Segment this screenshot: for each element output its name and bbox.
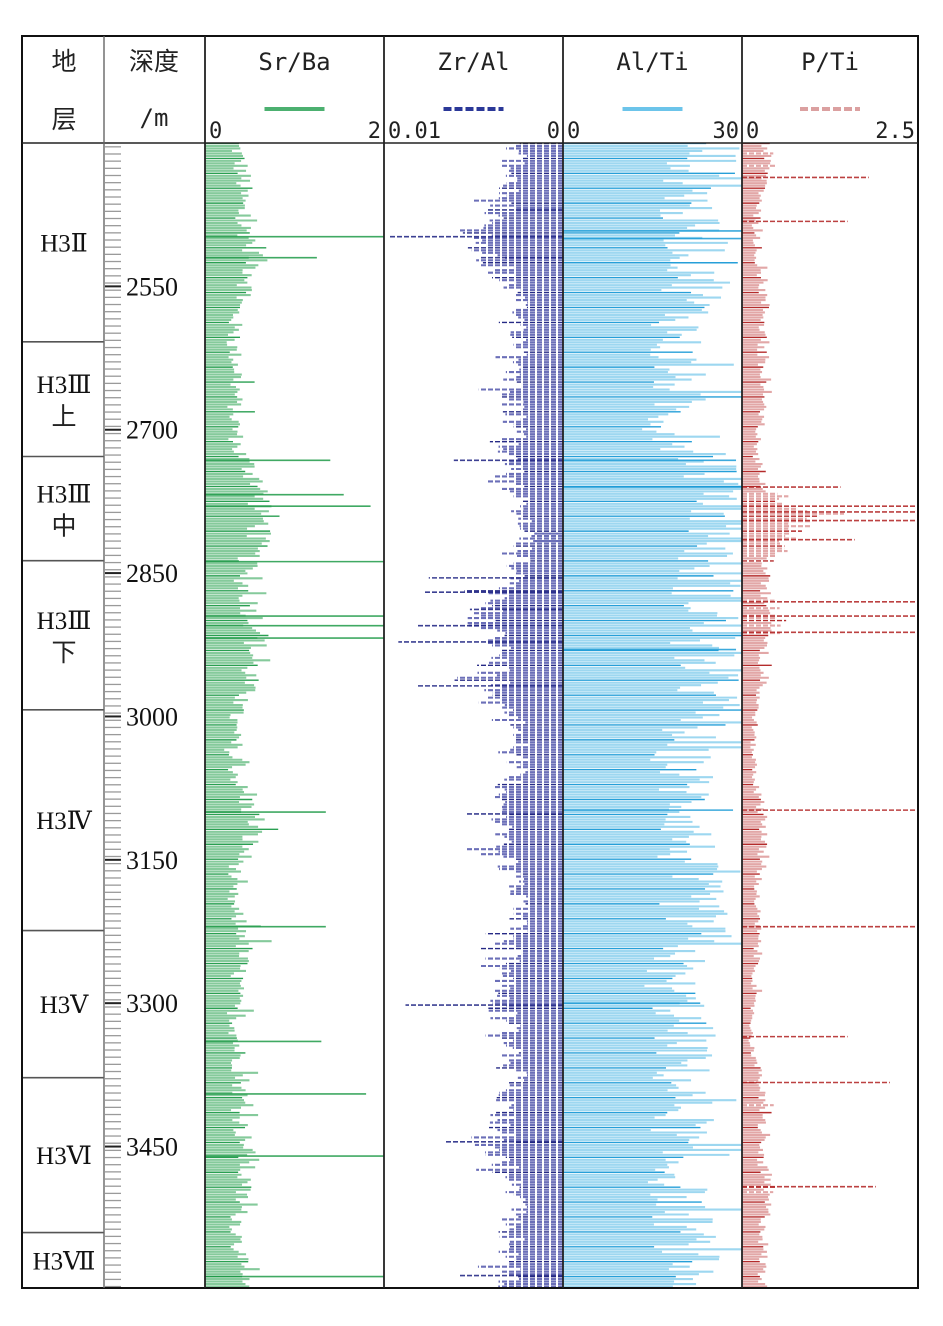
depth-tick-label: 3000 xyxy=(126,702,178,731)
track-title: Sr/Ba xyxy=(258,48,330,76)
track-min-label: 0.01 xyxy=(388,119,441,144)
depth-tick-label: 3450 xyxy=(126,1133,178,1162)
strata-name: H3Ⅲ xyxy=(37,482,92,509)
depth-tick-label: 3300 xyxy=(126,989,178,1018)
track-title: Zr/Al xyxy=(437,48,509,76)
strata-header-top: 地 xyxy=(51,47,76,76)
strata-header-bottom: 层 xyxy=(51,105,76,134)
strata-name: H3Ⅲ xyxy=(37,372,92,399)
depth-header-unit: /m xyxy=(140,104,169,132)
track-max-label: 0 xyxy=(547,119,560,144)
depth-tick-label: 3150 xyxy=(126,846,178,875)
track-title: Al/Ti xyxy=(616,48,688,76)
track-p-ti xyxy=(742,142,918,1288)
track-min-label: 0 xyxy=(209,119,222,144)
strata-name: H3Ⅲ xyxy=(37,608,92,635)
depth-header-top: 深度 xyxy=(129,47,179,76)
track-zr-al xyxy=(389,142,563,1288)
strata-subname: 上 xyxy=(51,402,76,431)
track-sr-ba xyxy=(205,142,384,1288)
track-al-ti xyxy=(563,142,742,1288)
strata-name: H3Ⅴ xyxy=(40,992,90,1019)
depth-tick-label: 2850 xyxy=(126,559,178,588)
outer-frame xyxy=(21,35,919,1289)
track-min-label: 0 xyxy=(567,119,580,144)
track-max-label: 2.5 xyxy=(875,119,915,144)
bars-layer xyxy=(205,142,918,1288)
track-min-label: 0 xyxy=(746,119,759,144)
strata-labels: H3Ⅱ H3Ⅲ 上 H3Ⅲ 中 H3Ⅲ 下 H3Ⅳ H3Ⅴ H3Ⅵ H3Ⅶ xyxy=(33,230,96,1275)
strata-subname: 下 xyxy=(51,638,76,667)
strata-subname: 中 xyxy=(51,512,76,541)
track-title: P/Ti xyxy=(801,48,859,76)
strata-name: H3Ⅳ xyxy=(36,808,93,835)
track-headers: Sr/Ba0 2Zr/Al0.01 0Al/Ti0 30P/Ti0 2.5 xyxy=(209,48,915,144)
track-max-label: 2 xyxy=(368,119,381,144)
depth-tick-label: 2550 xyxy=(126,272,178,301)
strata-name: H3Ⅵ xyxy=(36,1143,92,1170)
depth-labels: 2550 2700 2850 3000 3150 3300 3450 xyxy=(126,272,178,1161)
depth-ticks xyxy=(105,146,121,1288)
frame-lines xyxy=(21,35,919,1289)
depth-tick-label: 2700 xyxy=(126,416,178,445)
strata-name: H3Ⅱ xyxy=(40,230,88,257)
strata-name: H3Ⅶ xyxy=(33,1248,96,1275)
track-max-label: 30 xyxy=(713,119,740,144)
